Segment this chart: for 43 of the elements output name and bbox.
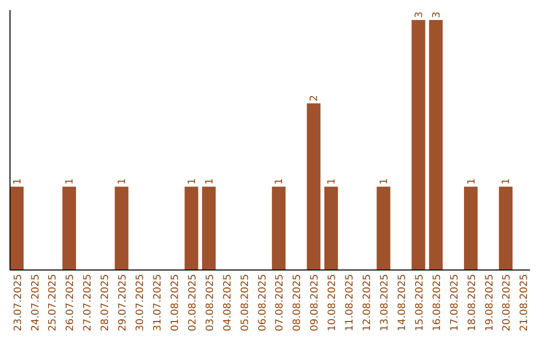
data-label: 1 (64, 178, 76, 185)
x-tick-label: 24.07.2025 (30, 274, 42, 332)
x-tick-label: 20.08.2025 (502, 274, 513, 332)
x-tick-label: 03.08.2025 (204, 274, 216, 332)
data-label: 1 (379, 178, 390, 185)
data-label: 1 (274, 178, 286, 185)
x-tick-label: 10.08.2025 (327, 274, 338, 332)
x-tick-label: 14.08.2025 (396, 274, 408, 332)
data-label: 1 (326, 178, 338, 185)
x-tick-label: 18.08.2025 (466, 274, 478, 332)
x-tick-label: 31.07.2025 (152, 274, 164, 332)
x-tick-label: 06.08.2025 (257, 274, 268, 332)
x-tick-label: 26.07.2025 (65, 274, 76, 332)
x-tick-label: 27.07.2025 (82, 274, 94, 332)
x-tick-label: 28.07.2025 (100, 274, 112, 332)
x-tick-label: 09.08.2025 (310, 274, 321, 332)
x-tick-label: 23.07.2025 (12, 274, 24, 332)
x-tick-label: 30.07.2025 (135, 274, 146, 332)
data-label: 1 (117, 178, 128, 185)
data-label: 3 (431, 12, 442, 18)
x-tick-label: 21.08.2025 (519, 274, 530, 332)
x-tick-label: 11.08.2025 (344, 274, 356, 332)
x-tick-label: 08.08.2025 (292, 274, 304, 332)
data-label: 1 (466, 178, 478, 185)
x-tick-label: 02.08.2025 (187, 274, 198, 332)
x-tick-label: 13.08.2025 (380, 274, 390, 332)
data-label: 1 (12, 178, 24, 185)
data-label: 3 (414, 12, 425, 18)
x-tick-label: 25.07.2025 (48, 274, 59, 332)
data-label: 1 (501, 178, 512, 185)
x-tick-label: 19.08.2025 (484, 274, 496, 332)
x-tick-label: 15.08.2025 (414, 274, 426, 332)
x-tick-label: 01.08.2025 (170, 274, 181, 332)
x-tick-label: 17.08.2025 (449, 274, 460, 332)
x-tick-label: 29.07.2025 (118, 274, 129, 332)
x-tick-label: 05.08.2025 (240, 274, 251, 332)
data-label: 1 (204, 178, 216, 185)
x-tick-label: 04.08.2025 (222, 274, 234, 332)
data-label: 1 (186, 178, 198, 185)
x-tick-label: 16.08.2025 (432, 274, 443, 332)
x-tick-label: 07.08.2025 (274, 274, 286, 332)
x-tick-label: 12.08.2025 (362, 274, 374, 332)
data-label: 2 (309, 94, 320, 102)
